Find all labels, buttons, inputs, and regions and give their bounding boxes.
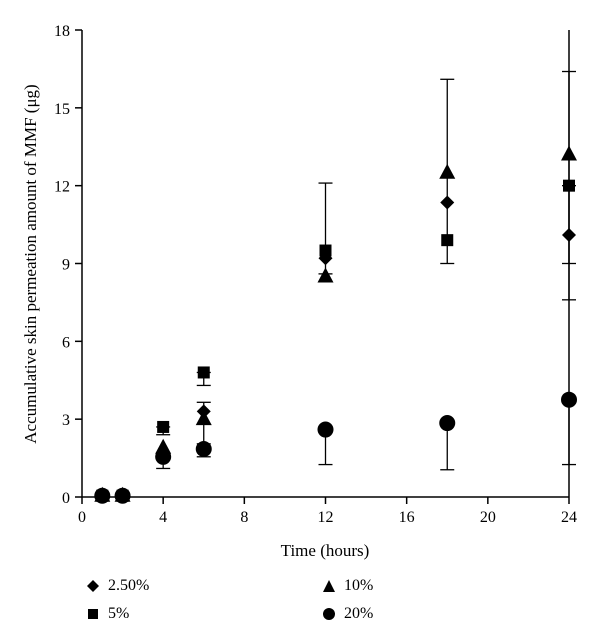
data-point-circle <box>317 421 334 438</box>
y-tick-label: 6 <box>62 334 70 351</box>
y-tick-label: 9 <box>62 257 70 274</box>
data-point-circle <box>114 487 131 504</box>
x-tick-label: 16 <box>399 509 415 526</box>
data-point-triangle <box>439 163 456 179</box>
data-point-circle <box>94 487 111 504</box>
legend-label: 2.50% <box>108 577 150 594</box>
data-point-circle <box>439 415 456 432</box>
square-icon <box>88 609 98 619</box>
legend-label: 5% <box>108 605 130 622</box>
y-tick-label: 0 <box>62 490 70 507</box>
triangle-icon <box>323 580 335 592</box>
x-tick-label: 8 <box>240 509 248 526</box>
data-point-triangle <box>317 267 334 283</box>
circle-icon <box>323 608 335 620</box>
x-tick-label: 4 <box>159 509 167 526</box>
legend-item-5: 5% <box>86 605 129 623</box>
y-axis-label: Accumulative skin permeation amount of M… <box>21 84 40 443</box>
data-point-triangle <box>195 410 212 426</box>
legend-item-20: 20% <box>322 605 373 623</box>
y-tick-label: 15 <box>54 101 70 118</box>
data-point-square <box>197 366 210 379</box>
diamond-icon <box>87 580 99 592</box>
legend-item-10: 10% <box>322 577 373 595</box>
legend-label: 20% <box>344 605 374 622</box>
x-tick-label: 24 <box>561 509 577 526</box>
x-tick-label: 0 <box>78 509 86 526</box>
x-tick-label: 12 <box>318 509 334 526</box>
x-axis-label: Time (hours) <box>281 541 370 560</box>
data-point-diamond <box>440 195 455 210</box>
legend-label: 10% <box>344 577 374 594</box>
y-tick-label: 18 <box>54 23 70 40</box>
data-point-square <box>441 234 454 247</box>
y-tick-label: 3 <box>62 412 70 429</box>
x-tick-label: 20 <box>480 509 496 526</box>
data-point-circle <box>195 441 212 458</box>
legend-item-2-50: 2.50% <box>86 577 149 595</box>
data-point-square <box>157 420 170 433</box>
data-point-square <box>319 244 332 257</box>
y-tick-label: 12 <box>54 179 70 196</box>
data-point-circle <box>155 448 172 465</box>
